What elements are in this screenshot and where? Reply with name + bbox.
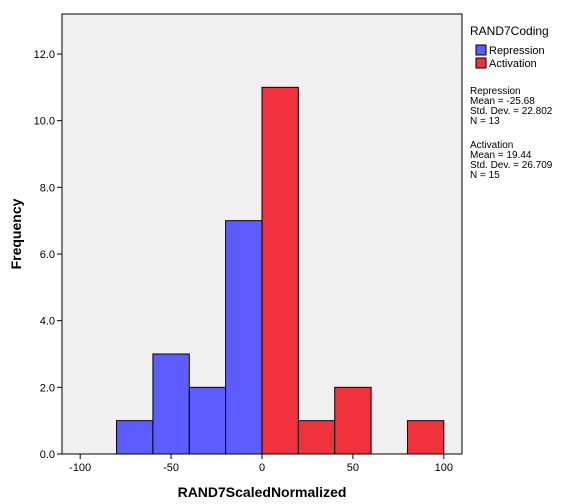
bar-activation-3 <box>406 420 445 455</box>
bar-repression-0 <box>116 420 154 455</box>
y-tick-label: 2.0 <box>40 382 55 394</box>
bar-activation-1 <box>297 420 336 455</box>
y-tick-label: 4.0 <box>40 316 55 328</box>
x-tick-label: -100 <box>69 462 91 474</box>
bar-activation-0 <box>261 86 299 455</box>
legend-swatch-activation <box>475 57 487 69</box>
bar-repression-1 <box>152 353 190 455</box>
legend-swatch-repression <box>475 44 487 56</box>
axes-group: 0.0 2.0 4.0 6.0 8.0 10.0 12.0 -100 -50 0 50 100 <box>34 49 453 474</box>
y-axis-title: Frequency <box>8 198 24 269</box>
y-tick-label: 12.0 <box>34 49 55 61</box>
legend-label-repression: Repression <box>489 45 545 57</box>
stats-line: Mean = 19.44 <box>470 150 532 161</box>
stats-line: N = 15 <box>470 170 500 181</box>
x-tick-label: 100 <box>435 462 453 474</box>
stats-line: N = 13 <box>470 116 500 127</box>
stats-group-activation: Activation <box>470 140 513 151</box>
bar-repression-2 <box>188 386 227 455</box>
legend-label-activation: Activation <box>489 58 537 70</box>
x-tick-label: 0 <box>259 462 265 474</box>
y-tick-label: 6.0 <box>40 249 55 261</box>
bars-group <box>116 86 445 455</box>
legend-title: RAND7Coding <box>470 24 549 38</box>
x-tick-label: -50 <box>163 462 179 474</box>
x-tick-label: 50 <box>347 462 359 474</box>
y-tick-label: 0.0 <box>40 449 55 461</box>
stats-line: Mean = -25.68 <box>470 96 535 107</box>
x-axis-title: RAND7ScaledNormalized <box>178 484 347 500</box>
y-tick-label: 10.0 <box>34 116 55 128</box>
bar-activation-2 <box>334 386 372 455</box>
stats-line: Std. Dev. = 22.802 <box>470 106 553 117</box>
stats-line: Std. Dev. = 26.709 <box>470 160 553 171</box>
bar-repression-3 <box>225 220 263 455</box>
y-tick-label: 8.0 <box>40 182 55 194</box>
stats-group-repression: Repression <box>470 86 521 97</box>
